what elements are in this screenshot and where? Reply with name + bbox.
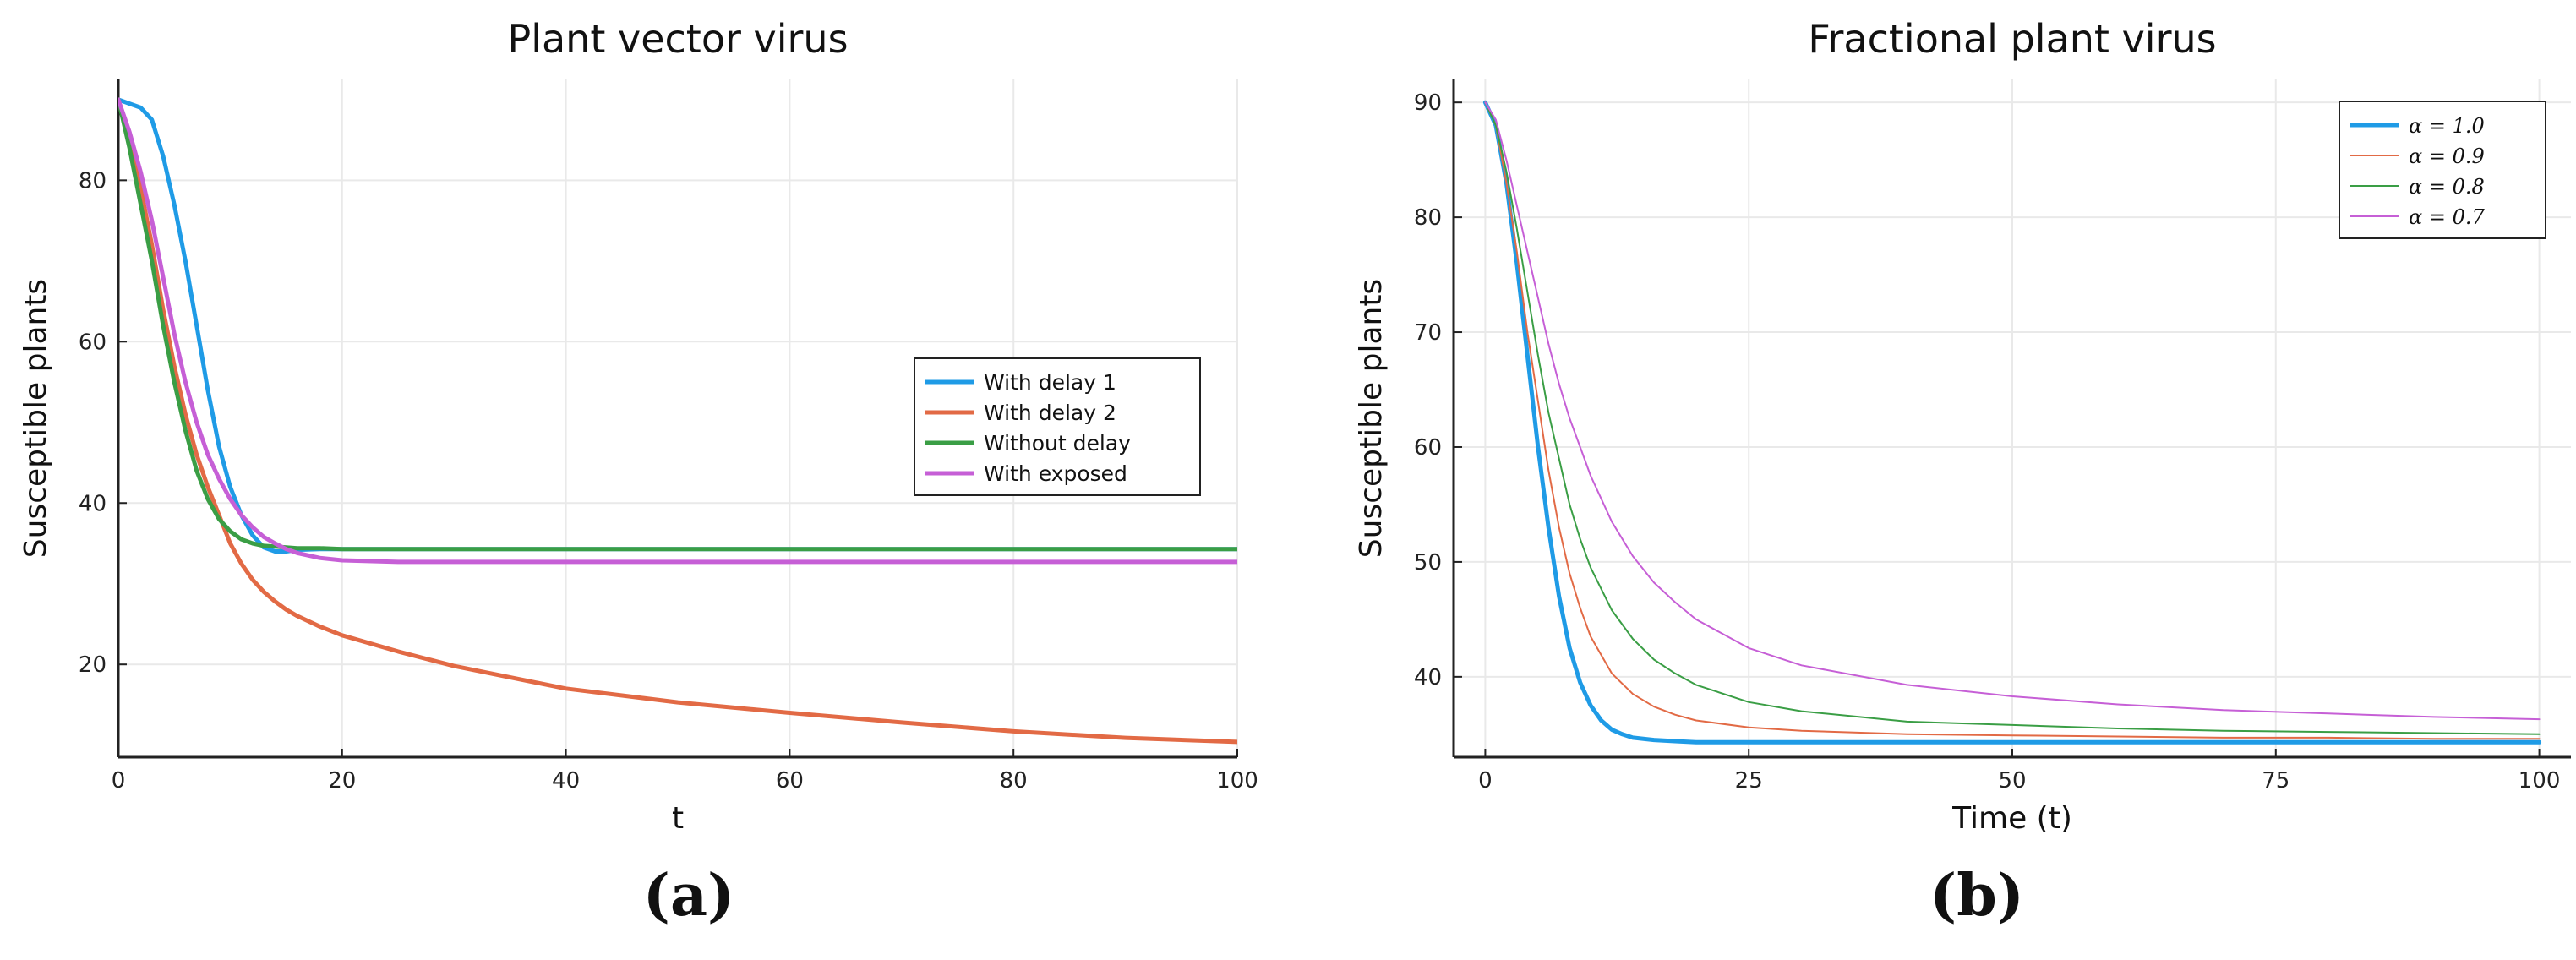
y-tick-label: 70 <box>1414 320 1442 346</box>
axes <box>117 79 1237 759</box>
panel-b: 0 25 50 75 100 40 50 60 70 80 90 Fractional plant v… <box>1288 0 2576 960</box>
panel-a: 0 20 40 60 80 100 20 40 60 80 Plant vector virus t S… <box>19 16 1258 930</box>
y-tick-label: 40 <box>79 491 106 516</box>
chart-title: Fractional plant virus <box>1808 16 2216 62</box>
series-line <box>118 97 1237 552</box>
x-tick-label: 80 <box>1000 768 1028 794</box>
x-axis-label: t <box>672 801 684 836</box>
y-tick-label: 90 <box>1414 90 1442 116</box>
y-tick-label: 20 <box>79 652 106 678</box>
y-tick-label: 60 <box>79 330 106 355</box>
legend-label: α = 1.0 <box>2409 114 2485 138</box>
x-tick-label: 60 <box>776 768 804 794</box>
chart-a: 0 20 40 60 80 100 20 40 60 80 Plant vector virus t S… <box>19 16 1258 836</box>
y-tick-label: 60 <box>1414 435 1442 461</box>
x-tick-label: 100 <box>2519 768 2561 794</box>
x-axis-label: Time (t) <box>1951 801 2072 836</box>
legend-label: α = 0.8 <box>2409 175 2485 199</box>
x-tick-label: 100 <box>1216 768 1258 794</box>
x-tick-label: 0 <box>112 768 126 794</box>
x-tick-label: 20 <box>328 768 356 794</box>
series-line <box>1484 101 2541 721</box>
legend-label: With delay 2 <box>984 401 1116 425</box>
caption-a: (a) <box>642 862 735 930</box>
chart-title: Plant vector virus <box>507 16 848 62</box>
y-axis-label: Susceptible plants <box>19 279 53 558</box>
series-line <box>1482 100 2542 745</box>
y-tick-label: 40 <box>1414 665 1442 690</box>
legend: With delay 1 With delay 2 Without delay Wit… <box>914 357 1201 496</box>
legend-label: With delay 1 <box>984 370 1116 395</box>
y-tick-label: 80 <box>1414 205 1442 231</box>
y-tick-label: 80 <box>79 168 106 194</box>
legend-label: α = 0.7 <box>2409 205 2485 229</box>
y-tick-label: 50 <box>1414 550 1442 575</box>
chart-b: 0 25 50 75 100 40 50 60 70 80 90 Fractional plant v… <box>1354 16 2571 836</box>
series-line <box>1484 101 2541 740</box>
series-line <box>1484 101 2541 735</box>
legend-label: With exposed <box>984 461 1127 486</box>
x-tick-label: 50 <box>1998 768 2026 794</box>
legend-label: Without delay <box>984 431 1131 455</box>
legend: α = 1.0 α = 0.9 α = 0.8 α = 0.7 <box>2339 101 2546 239</box>
series-line <box>118 97 1237 745</box>
legend-label: α = 0.9 <box>2409 145 2485 168</box>
x-tick-label: 0 <box>1478 768 1493 794</box>
x-tick-label: 40 <box>552 768 580 794</box>
x-tick-label: 75 <box>2262 768 2289 794</box>
caption-b: (b) <box>1929 862 2024 930</box>
x-tick-label: 25 <box>1735 768 1763 794</box>
series-line <box>118 97 1237 565</box>
y-axis-label: Susceptible plants <box>1354 279 1389 558</box>
